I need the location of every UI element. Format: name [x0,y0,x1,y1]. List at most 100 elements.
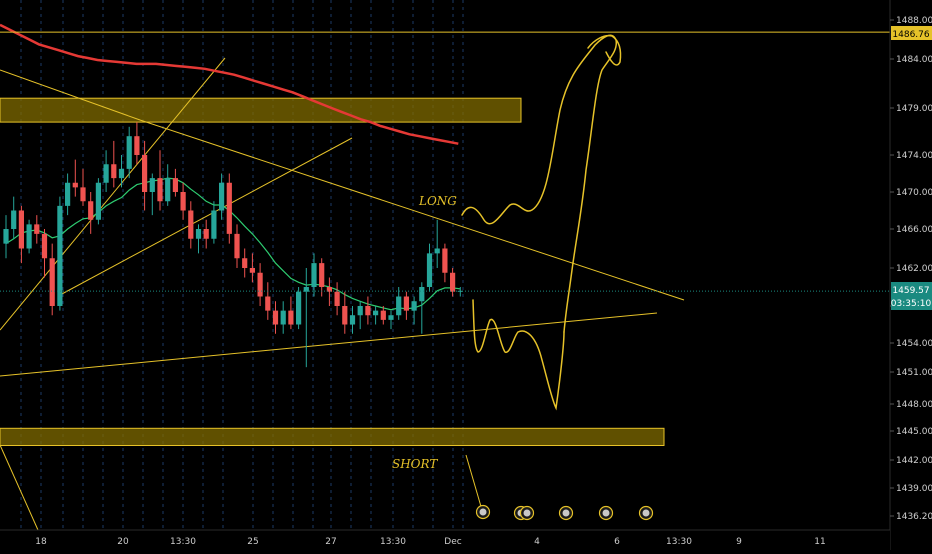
candle-body [242,258,248,268]
candle-body [457,290,463,292]
economic-event-icon [558,505,574,521]
price-tick-label: 1445.00 [896,427,932,437]
candle-body [234,233,240,259]
price-tick-label: 1439.00 [896,484,932,494]
candle [457,287,463,297]
candle [288,296,294,330]
candle-body [134,136,140,155]
price-tick-label: 1470.00 [896,188,932,198]
candle-body [342,306,348,325]
candle [111,140,117,188]
candle-body [365,306,371,316]
supply-demand-zone [0,427,665,446]
moving-average-200 [0,23,459,145]
price-tick-label: 1454.00 [896,339,932,349]
candle [11,196,17,239]
candle-body [442,248,448,273]
zones [0,97,665,446]
economic-event-icon [598,505,614,521]
candle [411,296,417,325]
candle-body [226,182,232,234]
candle [349,306,356,334]
event-icon-flag [479,508,487,516]
candle [157,150,163,211]
candles [3,122,463,368]
candle [34,215,40,244]
candle [142,140,148,211]
candle [426,243,433,292]
candle-body [450,272,456,292]
event-icon-flag [602,509,610,517]
candle [203,219,209,249]
candle [3,215,9,259]
candle [49,243,55,316]
candle-body [3,229,9,244]
price-tick-label: 1484.00 [896,55,932,65]
candle [226,173,232,244]
candle [303,268,309,368]
candle-body [111,164,117,179]
candle [188,201,194,249]
time-label-27: 27 [325,537,336,547]
countdown-text: 03:35:10 [891,299,932,309]
candle-body [88,201,94,220]
price-tick-label: 1488.00 [896,16,932,26]
price-tick-label: 1448.00 [896,400,932,410]
candle-body [188,210,194,239]
candle-body [34,224,40,234]
price-tick-label: 1436.20 [896,512,932,522]
candle-body [249,268,255,273]
candle [326,277,332,306]
time-label-11: 11 [814,537,825,547]
candle [434,219,440,268]
economic-event-icon [519,505,535,521]
candle [95,178,101,225]
trendline [465,454,483,511]
time-label-6: 6 [614,537,620,547]
candle-body [80,187,86,202]
candle [134,122,140,165]
candle-body [203,229,209,239]
candle [311,253,317,297]
candle-body [434,248,440,254]
candle [257,263,263,306]
price-tick-label: 1462.00 [896,264,932,274]
candle-body [157,178,163,202]
candle [234,224,240,268]
economic-event-icon [475,504,491,520]
trendline [139,119,685,301]
time-label-1330c: 13:30 [666,537,692,547]
price-tick-label: 1474.00 [896,151,932,161]
candle [380,306,386,325]
trendline [59,137,353,296]
candle [272,301,279,334]
resistance-price-label: 1486.76 [891,26,932,40]
candle-body [126,136,132,169]
candle [103,150,109,192]
candle [388,310,394,330]
candle [57,196,63,311]
candle [126,126,132,179]
candle-body [11,210,17,229]
time-label-20: 20 [117,537,129,547]
price-axis[interactable]: 1488.00 1484.00 1479.00 1474.00 1470.00 1466.… [889,0,932,550]
moving-average-20 [5,177,461,311]
price-levels [0,31,890,292]
candle-body [373,310,379,316]
candle-body [165,178,171,202]
candle [242,248,248,278]
candle-body [349,315,356,325]
candle-body [18,210,24,249]
time-axis[interactable]: 18 20 13:30 25 27 13:30 Dec 4 6 13:30 9 … [0,529,890,550]
time-label-1330b: 13:30 [380,537,406,547]
candle-body [334,291,340,306]
candle-body [280,310,286,325]
freehand-path [472,299,565,411]
candle [280,301,286,334]
trendline [0,444,39,531]
supply-demand-zone [0,97,522,123]
last-price-label: 1459.57 03:35:10 [891,282,932,310]
candle-body [326,287,332,292]
economic-event-icon [638,505,654,521]
freehand-path [587,34,622,66]
